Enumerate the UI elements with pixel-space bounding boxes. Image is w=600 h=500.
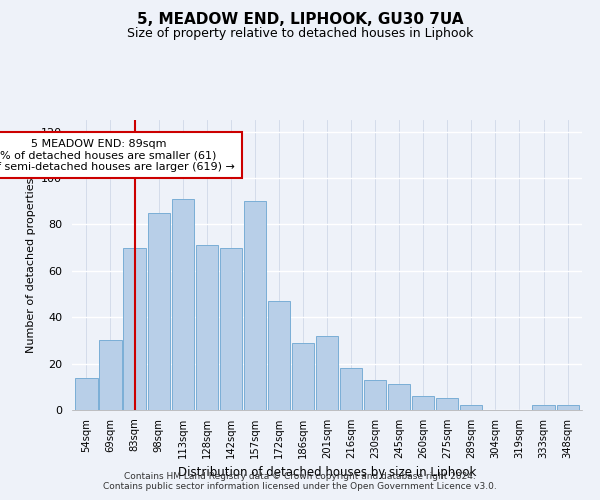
Bar: [436, 398, 458, 410]
Bar: [388, 384, 410, 410]
Bar: [532, 406, 554, 410]
Text: Size of property relative to detached houses in Liphook: Size of property relative to detached ho…: [127, 28, 473, 40]
X-axis label: Distribution of detached houses by size in Liphook: Distribution of detached houses by size …: [178, 466, 476, 479]
Bar: [268, 301, 290, 410]
Bar: [172, 199, 194, 410]
Text: Contains HM Land Registry data © Crown copyright and database right 2024.: Contains HM Land Registry data © Crown c…: [124, 472, 476, 481]
Bar: [148, 213, 170, 410]
Bar: [292, 342, 314, 410]
Bar: [557, 406, 578, 410]
Bar: [220, 248, 242, 410]
Bar: [340, 368, 362, 410]
Text: Contains public sector information licensed under the Open Government Licence v3: Contains public sector information licen…: [103, 482, 497, 491]
Bar: [364, 380, 386, 410]
Bar: [124, 248, 146, 410]
Text: 5 MEADOW END: 89sqm
← 9% of detached houses are smaller (61)
91% of semi-detache: 5 MEADOW END: 89sqm ← 9% of detached hou…: [0, 138, 235, 172]
Bar: [196, 246, 218, 410]
Text: 5, MEADOW END, LIPHOOK, GU30 7UA: 5, MEADOW END, LIPHOOK, GU30 7UA: [137, 12, 463, 28]
Bar: [316, 336, 338, 410]
Bar: [244, 201, 266, 410]
Bar: [412, 396, 434, 410]
Bar: [460, 406, 482, 410]
Bar: [100, 340, 122, 410]
Y-axis label: Number of detached properties: Number of detached properties: [26, 178, 35, 352]
Bar: [76, 378, 98, 410]
